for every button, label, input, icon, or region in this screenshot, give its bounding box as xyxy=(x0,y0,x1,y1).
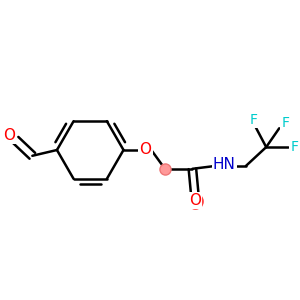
Text: HN: HN xyxy=(213,157,236,172)
Text: O: O xyxy=(3,128,15,143)
Text: F: F xyxy=(290,140,298,154)
Text: O: O xyxy=(189,193,201,208)
Text: F: F xyxy=(250,113,258,127)
Text: F: F xyxy=(282,116,290,130)
Text: O: O xyxy=(140,142,152,158)
